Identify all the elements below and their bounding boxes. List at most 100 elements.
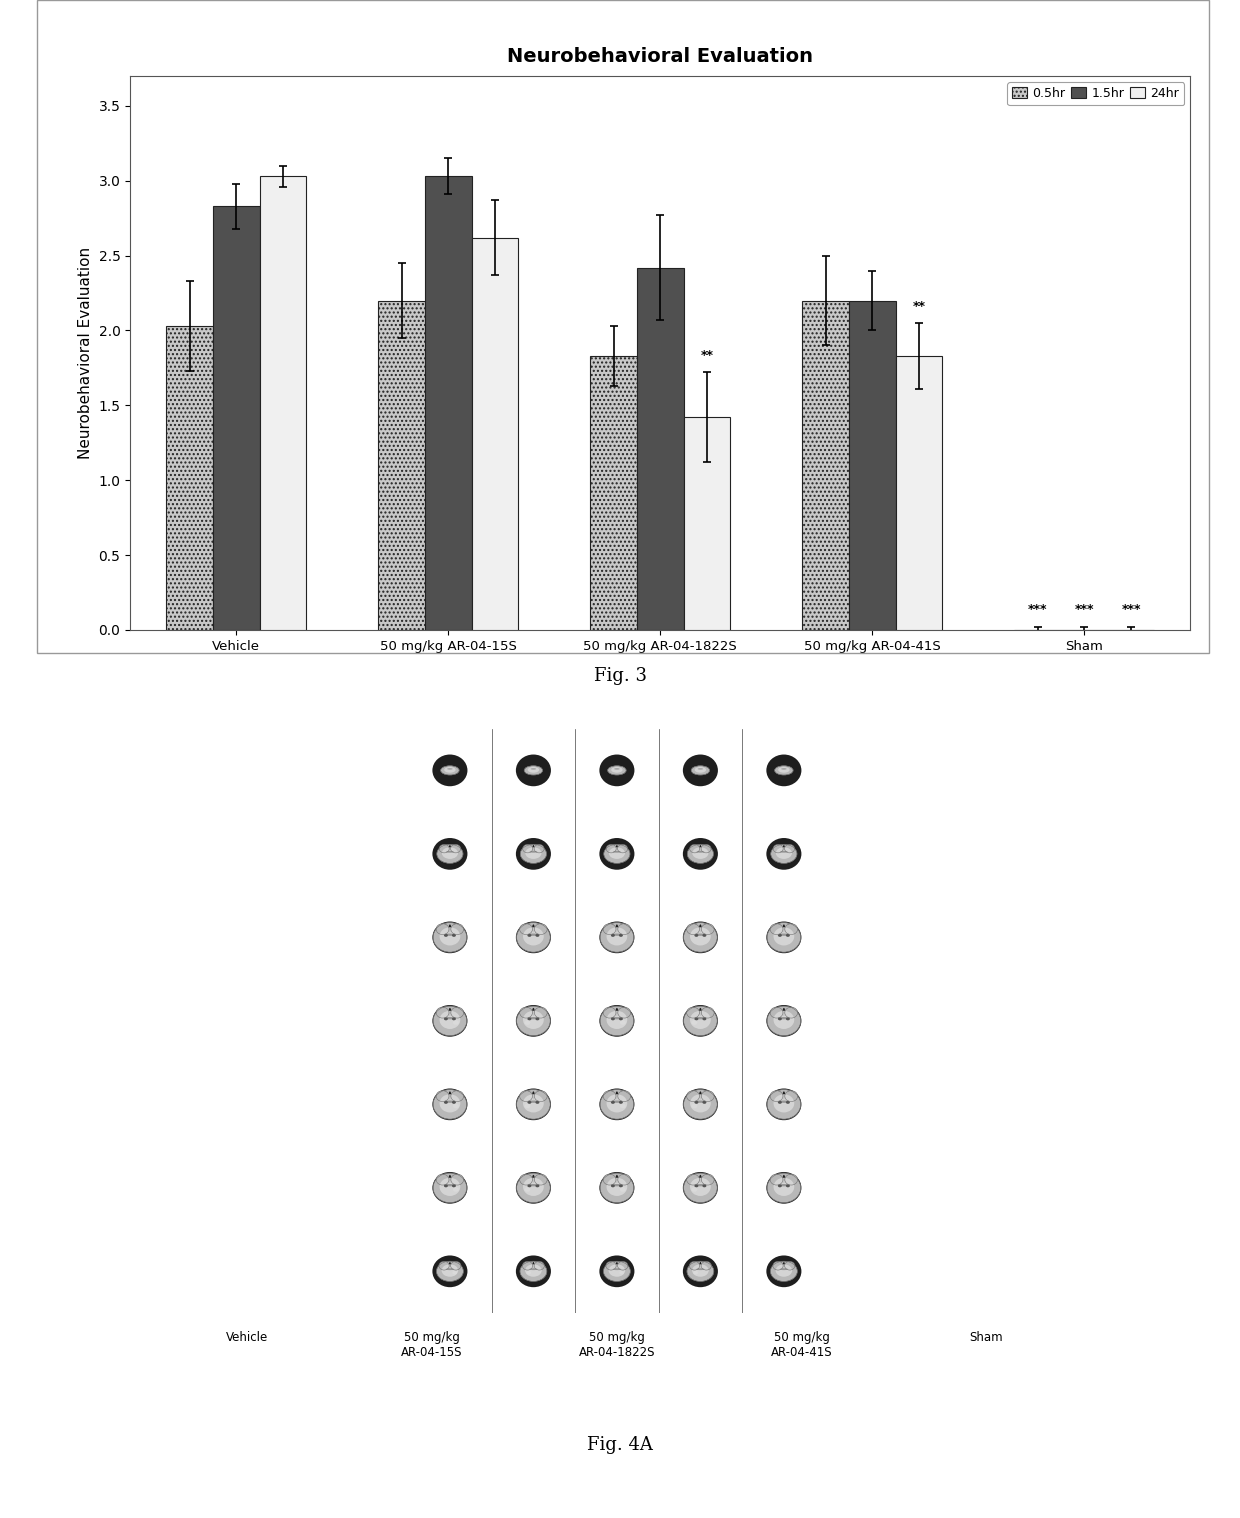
Ellipse shape (777, 1184, 782, 1187)
Ellipse shape (516, 921, 551, 953)
Ellipse shape (618, 1091, 631, 1102)
Ellipse shape (445, 1101, 455, 1104)
Ellipse shape (611, 1017, 615, 1020)
Ellipse shape (692, 1187, 697, 1192)
Ellipse shape (687, 1008, 699, 1019)
Ellipse shape (433, 921, 467, 953)
Ellipse shape (702, 1008, 714, 1019)
Ellipse shape (529, 1268, 537, 1271)
Ellipse shape (433, 754, 467, 786)
Text: ***: *** (1075, 604, 1094, 616)
Ellipse shape (436, 844, 463, 864)
Ellipse shape (534, 844, 544, 853)
Ellipse shape (701, 1261, 712, 1271)
Ellipse shape (433, 1173, 466, 1202)
Ellipse shape (618, 1261, 627, 1271)
Ellipse shape (683, 1090, 717, 1119)
Ellipse shape (699, 1008, 702, 1016)
Ellipse shape (604, 1261, 630, 1281)
Ellipse shape (776, 847, 792, 859)
Text: **: ** (701, 349, 713, 361)
Ellipse shape (436, 1091, 449, 1102)
Ellipse shape (444, 767, 455, 773)
Ellipse shape (522, 1261, 533, 1271)
Ellipse shape (782, 924, 785, 932)
Ellipse shape (441, 847, 458, 859)
Text: ***: *** (1028, 604, 1048, 616)
Ellipse shape (600, 1006, 634, 1035)
Ellipse shape (619, 1271, 624, 1275)
Ellipse shape (774, 844, 784, 853)
Text: 50 mg/kg
AR-04-1822S: 50 mg/kg AR-04-1822S (579, 1331, 655, 1359)
Ellipse shape (785, 924, 797, 935)
Ellipse shape (604, 844, 630, 864)
Ellipse shape (779, 767, 790, 773)
Ellipse shape (536, 1184, 539, 1187)
Ellipse shape (775, 765, 794, 776)
Ellipse shape (599, 754, 635, 786)
Ellipse shape (525, 1104, 531, 1108)
Ellipse shape (520, 1008, 532, 1019)
Ellipse shape (786, 1184, 790, 1187)
Bar (849, 301, 895, 630)
Ellipse shape (683, 1255, 718, 1287)
Ellipse shape (451, 924, 464, 935)
Ellipse shape (696, 1184, 706, 1187)
Ellipse shape (683, 1172, 718, 1204)
Ellipse shape (702, 1175, 714, 1186)
Text: Sham: Sham (970, 1331, 1003, 1345)
Ellipse shape (439, 1178, 460, 1196)
Ellipse shape (444, 1101, 448, 1104)
Ellipse shape (689, 1094, 711, 1113)
Ellipse shape (532, 1175, 534, 1183)
Ellipse shape (603, 1008, 616, 1019)
Ellipse shape (611, 934, 622, 937)
Ellipse shape (779, 1184, 789, 1187)
Bar (637, 267, 683, 630)
Ellipse shape (528, 767, 539, 773)
Ellipse shape (683, 921, 718, 953)
Ellipse shape (699, 1091, 702, 1099)
Ellipse shape (699, 1175, 702, 1183)
Ellipse shape (687, 1175, 699, 1186)
Ellipse shape (687, 1091, 699, 1102)
Ellipse shape (766, 1255, 801, 1287)
Ellipse shape (523, 1178, 544, 1196)
Ellipse shape (525, 765, 543, 776)
Ellipse shape (521, 844, 547, 864)
Ellipse shape (532, 1261, 534, 1269)
Ellipse shape (453, 1187, 459, 1192)
Ellipse shape (770, 1175, 782, 1186)
Ellipse shape (770, 1008, 782, 1019)
Ellipse shape (683, 754, 718, 786)
Ellipse shape (453, 1104, 459, 1108)
Ellipse shape (609, 1264, 625, 1277)
Ellipse shape (689, 1011, 711, 1029)
Ellipse shape (618, 1175, 631, 1186)
Ellipse shape (516, 1255, 551, 1287)
Ellipse shape (526, 1271, 531, 1275)
Ellipse shape (609, 847, 625, 859)
Ellipse shape (697, 852, 704, 853)
Ellipse shape (449, 1175, 451, 1183)
Ellipse shape (433, 1172, 467, 1204)
Ellipse shape (782, 1261, 785, 1269)
Ellipse shape (433, 1090, 466, 1119)
Ellipse shape (618, 924, 631, 935)
Ellipse shape (702, 1017, 707, 1020)
Ellipse shape (768, 1006, 801, 1035)
Ellipse shape (516, 1088, 551, 1120)
Ellipse shape (774, 1011, 795, 1029)
Y-axis label: Neurobehavioral Evaluation: Neurobehavioral Evaluation (78, 247, 93, 458)
Ellipse shape (696, 1017, 706, 1020)
Ellipse shape (692, 1264, 709, 1277)
Text: 50 mg/kg
AR-04-41S: 50 mg/kg AR-04-41S (771, 1331, 832, 1359)
Bar (378, 301, 425, 630)
Ellipse shape (517, 1173, 551, 1202)
Ellipse shape (527, 934, 532, 937)
Ellipse shape (444, 1017, 448, 1020)
Ellipse shape (618, 1008, 631, 1019)
Ellipse shape (534, 1091, 547, 1102)
Ellipse shape (689, 1261, 699, 1271)
Ellipse shape (771, 844, 797, 864)
